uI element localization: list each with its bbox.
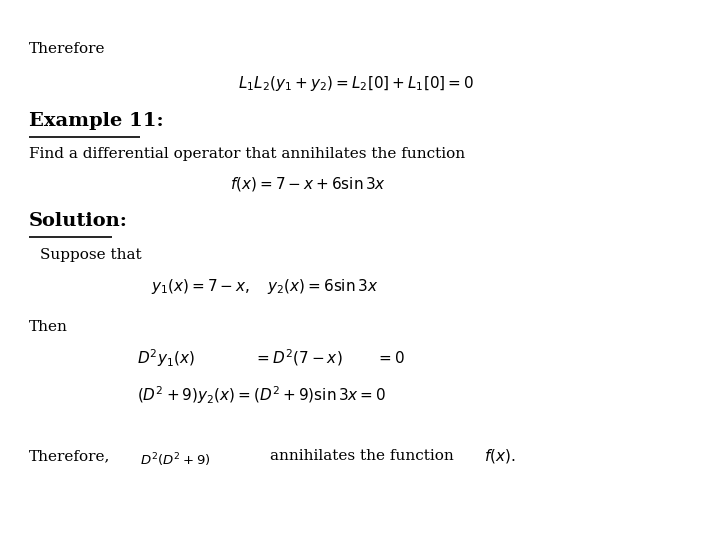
Text: annihilates the function: annihilates the function bbox=[270, 449, 454, 463]
Text: Solution:: Solution: bbox=[29, 212, 127, 231]
Text: $(D^2+9)y_2(x)=\left(D^2+9\right)\sin 3x=0$: $(D^2+9)y_2(x)=\left(D^2+9\right)\sin 3x… bbox=[137, 384, 386, 406]
Text: $f(x)=7-x+6\sin 3x$: $f(x)=7-x+6\sin 3x$ bbox=[230, 174, 387, 193]
Text: $f(x).$: $f(x).$ bbox=[484, 447, 516, 465]
Text: $L_1L_2(y_1+y_2)=L_2[0]+L_1[0]=0$: $L_1L_2(y_1+y_2)=L_2[0]+L_1[0]=0$ bbox=[238, 74, 474, 93]
Text: Example 11:: Example 11: bbox=[29, 112, 163, 131]
Text: Find a differential operator that annihilates the function: Find a differential operator that annihi… bbox=[29, 147, 465, 161]
Text: $y_1(x)=7-x,\quad y_2(x)=6\sin 3x$: $y_1(x)=7-x,\quad y_2(x)=6\sin 3x$ bbox=[151, 276, 379, 296]
Text: Then: Then bbox=[29, 320, 68, 334]
Text: Therefore: Therefore bbox=[29, 42, 105, 56]
Text: Suppose that: Suppose that bbox=[40, 248, 141, 262]
Text: $D^2y_1(x)\qquad\qquad =D^2(7-x)\qquad\; =0$: $D^2y_1(x)\qquad\qquad =D^2(7-x)\qquad\;… bbox=[137, 348, 405, 369]
Text: $D^2(D^2+9)$: $D^2(D^2+9)$ bbox=[140, 451, 211, 469]
Text: Therefore,: Therefore, bbox=[29, 449, 110, 463]
